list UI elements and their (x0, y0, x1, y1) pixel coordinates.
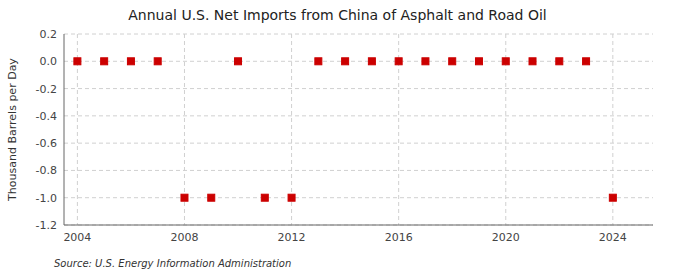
point (449, 58, 456, 65)
point (315, 58, 322, 65)
point (368, 58, 375, 65)
point (154, 58, 161, 65)
y-grid-line (64, 170, 653, 171)
x-tick-label: 2004 (63, 231, 91, 244)
x-axis-line (64, 225, 653, 226)
point (127, 58, 134, 65)
y-tick-label: -0.4 (36, 110, 57, 123)
chart: Annual U.S. Net Imports from China of As… (0, 0, 675, 275)
point (556, 58, 563, 65)
point (101, 58, 108, 65)
y-grid-line (64, 225, 653, 226)
y-grid-line (64, 115, 653, 116)
point (475, 58, 482, 65)
title: Annual U.S. Net Imports from China of As… (128, 7, 546, 23)
y-grid-line (64, 197, 653, 198)
point (74, 58, 81, 65)
y-axis-label: Thousand Barrels per Day (6, 58, 19, 202)
y-grid-line (64, 61, 653, 62)
point (342, 58, 349, 65)
y-axis-line (64, 34, 65, 225)
y-tick-label: -1.0 (36, 192, 57, 205)
x-tick-label: 2008 (170, 231, 198, 244)
axes: 0.2 0.0 -0.2 -0.4 -0.6 -0.8 -1.0 -1.2 2004 2008 20… (36, 28, 653, 244)
point (609, 194, 616, 201)
y-tick-label: -1.2 (36, 219, 57, 232)
points (74, 58, 616, 201)
point (181, 194, 188, 201)
y-tick-label: -0.6 (36, 137, 57, 150)
y-grid-line (64, 34, 653, 35)
y-grid-line (64, 143, 653, 144)
x-tick-label: 2020 (492, 231, 520, 244)
y-grid-line (64, 88, 653, 89)
y-tick-label: -0.2 (36, 83, 57, 96)
point (583, 58, 590, 65)
x-tick-label: 2012 (278, 231, 306, 244)
x-tick-label: 2016 (385, 231, 413, 244)
point (395, 58, 402, 65)
grid (64, 34, 653, 225)
point (502, 58, 509, 65)
y-tick-label: 0.0 (40, 55, 58, 68)
point (529, 58, 536, 65)
source-note: Source: U.S. Energy Information Administ… (54, 258, 291, 269)
point (422, 58, 429, 65)
y-tick-label: 0.2 (40, 28, 58, 41)
point (288, 194, 295, 201)
point (261, 194, 268, 201)
point (208, 194, 215, 201)
x-tick-label: 2024 (599, 231, 627, 244)
y-tick-label: -0.8 (36, 164, 57, 177)
point (235, 58, 242, 65)
